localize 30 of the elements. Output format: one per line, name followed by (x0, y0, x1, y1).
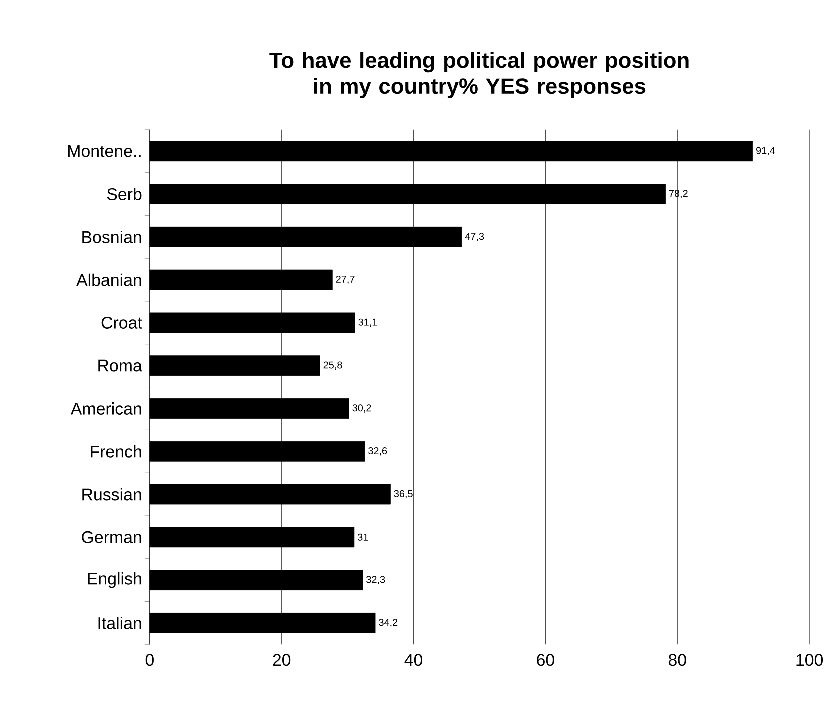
x-tick-label: 40 (404, 654, 423, 666)
y-tick-label: French (91, 446, 142, 458)
data-label: 36,5 (394, 490, 413, 499)
chart-title: To have leading political power position in my country% YES responses (270, 52, 689, 99)
data-label: 31,1 (358, 319, 378, 328)
x-tick-label: 20 (273, 654, 291, 666)
data-label: 32,6 (368, 448, 388, 456)
y-tick-label: Roma (98, 360, 142, 372)
data-label: 32,3 (366, 576, 386, 585)
y-tick-label: Italian (98, 617, 142, 630)
data-label: 31 (358, 534, 368, 542)
y-tick-label: American (70, 402, 142, 416)
y-tick-label: Serb (107, 188, 142, 201)
y-tick-label: German (82, 532, 142, 544)
y-tick-label: Russian (82, 488, 142, 501)
y-tick-label: Montene.. (68, 146, 141, 158)
y-tick-label: Bosnian (82, 231, 142, 244)
data-label: 25,8 (324, 362, 342, 370)
x-tick-label: 80 (668, 654, 686, 666)
data-label: 27,7 (336, 276, 355, 284)
data-label: 91,4 (756, 147, 776, 156)
x-tick-label: 100 (796, 654, 824, 666)
data-label: 34,2 (379, 619, 398, 628)
data-label: 47,3 (465, 233, 484, 242)
x-tick-label: 60 (537, 654, 554, 666)
y-tick-label: Albanian (76, 274, 142, 286)
y-tick-label: Croat (102, 317, 142, 330)
y-tick-label: English (88, 572, 142, 588)
data-label: 30,2 (352, 404, 372, 414)
x-tick-label: 0 (146, 654, 154, 666)
